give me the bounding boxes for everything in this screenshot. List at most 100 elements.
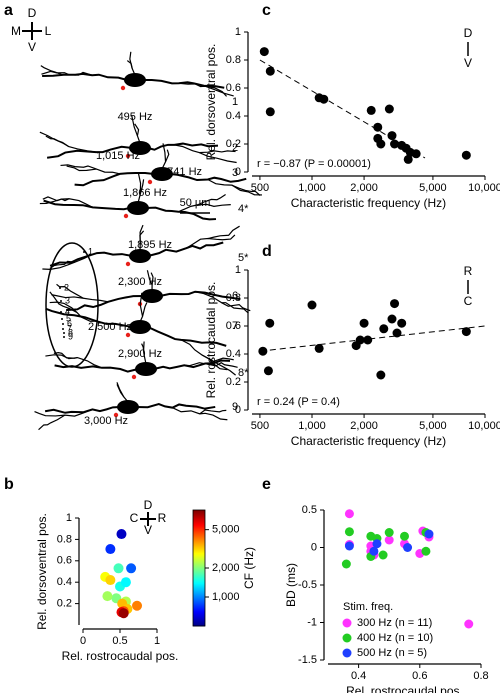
dendrite — [43, 199, 131, 211]
colorbar-cell — [193, 512, 205, 515]
y-tick-label: 0 — [235, 166, 241, 178]
dendrite — [201, 354, 236, 376]
cell-number: 3 — [232, 167, 238, 179]
dendrite — [134, 123, 141, 144]
dendrite — [49, 260, 75, 269]
axon-marker — [125, 332, 131, 338]
colorbar-cell — [193, 514, 205, 517]
dendrite — [54, 364, 139, 373]
colorbar-cell — [193, 598, 205, 601]
point — [384, 528, 394, 537]
colorbar-cell — [193, 584, 205, 587]
point — [369, 546, 379, 556]
colorbar-cell — [193, 582, 205, 585]
colorbar-tick-label: 2,000 — [212, 562, 240, 574]
x-tick-label: 10,000 — [468, 182, 500, 194]
point — [307, 300, 317, 310]
dendrite — [38, 414, 66, 431]
point — [400, 531, 409, 541]
y-tick-label: 0.2 — [226, 376, 241, 388]
y-tick-label: 0.2 — [226, 138, 241, 150]
cell-number: 4* — [238, 203, 249, 215]
inset-dot — [63, 336, 65, 338]
cell-number: 8* — [238, 367, 249, 379]
y-tick-label: 0.6 — [57, 555, 72, 567]
y-tick-label: 1 — [66, 512, 72, 524]
colorbar-cell — [193, 546, 205, 549]
x-tick-label: 0.8 — [473, 670, 488, 682]
point — [411, 149, 421, 159]
point — [373, 122, 383, 132]
inset-dot — [60, 311, 62, 313]
dendrite — [66, 295, 145, 312]
dendrite — [150, 272, 154, 286]
colorbar-cell — [193, 538, 205, 541]
colorbar-cell — [193, 588, 205, 591]
cell-cf: 495 Hz — [118, 111, 153, 123]
y-tick-label: 1 — [235, 26, 241, 38]
soma — [141, 289, 163, 303]
dendrite — [137, 173, 142, 195]
colorbar-cell — [193, 622, 205, 625]
x-tick-label: 500 — [251, 420, 269, 432]
dendrite — [39, 131, 96, 153]
soma — [129, 249, 151, 263]
cell-number: 7 — [232, 320, 238, 332]
colorbar-cell — [193, 526, 205, 529]
dendrite — [66, 165, 120, 175]
y-tick-label: 0.4 — [226, 348, 241, 360]
point — [113, 563, 124, 574]
point — [116, 529, 127, 540]
dendrite — [207, 178, 263, 196]
colorbar-cell — [193, 610, 205, 613]
dendrite — [184, 357, 234, 367]
colorbar-cell — [193, 556, 205, 559]
dendrite — [56, 283, 84, 299]
point — [319, 94, 329, 104]
colorbar-cell — [193, 596, 205, 599]
colorbar-cell — [193, 540, 205, 543]
cell-cf: 1,895 Hz — [128, 239, 172, 251]
point — [376, 370, 386, 380]
dendrite — [199, 150, 236, 154]
cell-number: 2 — [232, 142, 238, 154]
orient-label: M — [11, 24, 21, 38]
colorbar-cell — [193, 592, 205, 595]
compass-a: D M L V — [11, 6, 52, 54]
dendrite — [174, 144, 237, 164]
neurons — [34, 51, 263, 431]
colorbar-cell — [193, 530, 205, 533]
dendrite — [147, 142, 219, 151]
point — [344, 527, 354, 537]
dendrite — [53, 352, 78, 359]
colorbar-cell — [193, 570, 205, 573]
soma — [127, 201, 149, 215]
point — [384, 104, 394, 114]
dendrite — [221, 302, 251, 312]
x-axis-label: Rel. rostrocaudal pos. — [346, 684, 463, 693]
x-tick-label: 2,000 — [350, 420, 378, 432]
orient-label: V — [28, 40, 36, 54]
colorbar-cell — [193, 614, 205, 617]
point — [265, 66, 275, 76]
point — [384, 535, 394, 545]
colorbar-cell — [193, 510, 205, 513]
colorbar-label: CF (Hz) — [242, 547, 256, 589]
dendrite — [200, 85, 228, 97]
point — [392, 328, 402, 338]
cell-cf: 2,900 Hz — [118, 348, 162, 360]
point — [258, 346, 268, 356]
legend-label: 500 Hz (n = 5) — [357, 647, 427, 659]
y-axis-label: Rel. rostrocaudal pos. — [204, 282, 218, 399]
legend-swatch — [342, 633, 352, 643]
orient-label: V — [464, 56, 472, 70]
point — [403, 543, 413, 552]
point — [378, 550, 388, 560]
soma — [151, 167, 173, 181]
dendrite — [126, 60, 133, 69]
point — [387, 131, 397, 141]
inset-dot — [61, 318, 63, 320]
colorbar-cell — [193, 606, 205, 609]
dendrite — [153, 359, 231, 370]
